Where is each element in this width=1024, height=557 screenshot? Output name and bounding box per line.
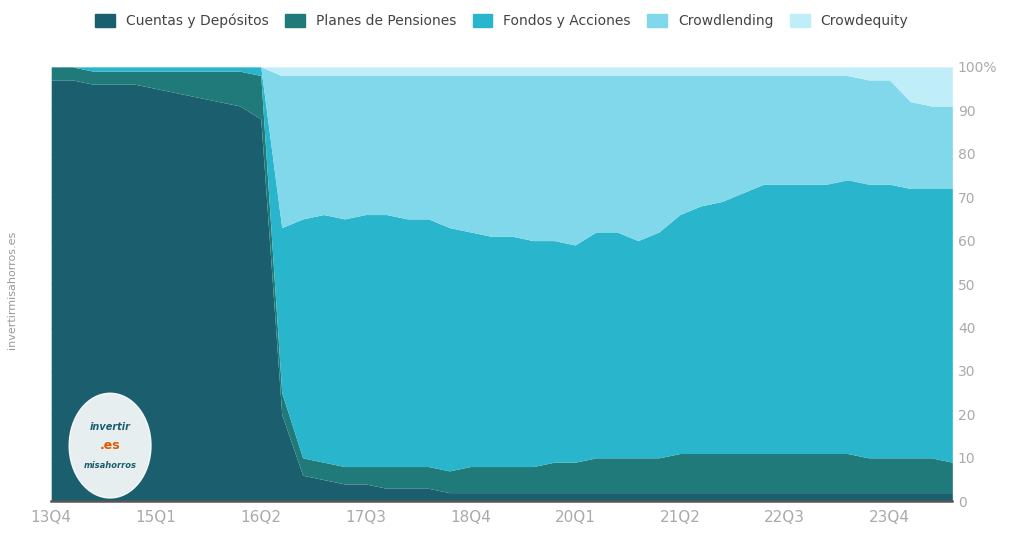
- Text: .es: .es: [99, 439, 121, 452]
- Text: invertirmisahorros.es: invertirmisahorros.es: [7, 231, 17, 349]
- Text: misahorros: misahorros: [84, 461, 136, 470]
- Text: invertir: invertir: [90, 422, 130, 432]
- Circle shape: [70, 393, 151, 498]
- Legend: Cuentas y Depósitos, Planes de Pensiones, Fondos y Acciones, Crowdlending, Crowd: Cuentas y Depósitos, Planes de Pensiones…: [91, 9, 912, 32]
